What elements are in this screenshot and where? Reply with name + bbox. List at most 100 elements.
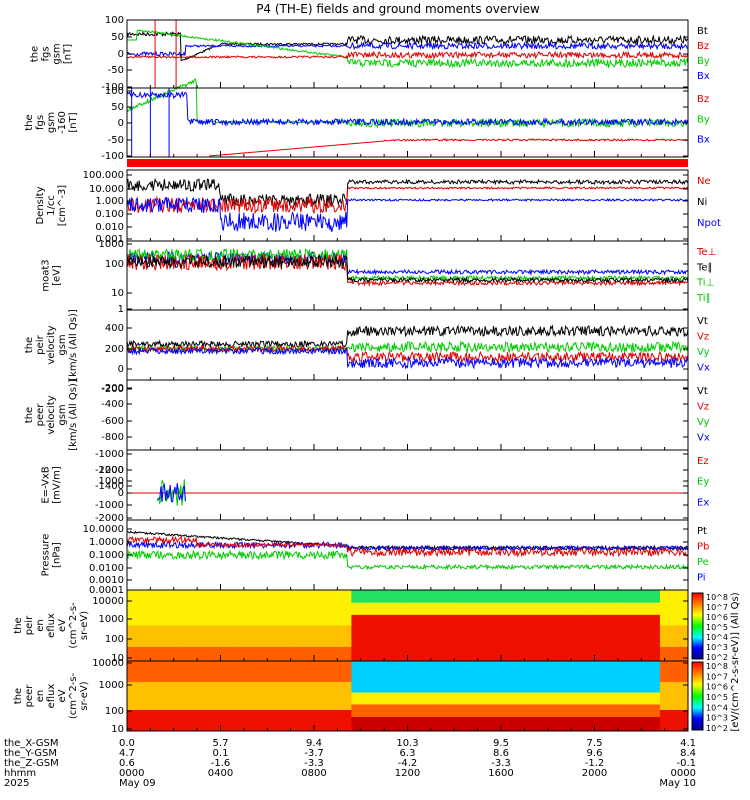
heatmap-cell xyxy=(463,590,472,603)
heatmap-cell xyxy=(456,590,465,603)
heatmap-cell xyxy=(190,625,198,647)
heatmap-cell xyxy=(386,704,394,717)
heatmap-cell xyxy=(323,625,331,647)
heatmap-cell xyxy=(617,692,626,705)
heatmap-cell xyxy=(645,717,654,731)
heatmap-cell xyxy=(148,590,156,626)
heatmap-cell xyxy=(386,590,394,603)
ni-line xyxy=(126,177,689,208)
heatmap-cell xyxy=(379,590,387,603)
y-axis-label: moat3 xyxy=(41,259,52,291)
heatmap-cell xyxy=(582,717,591,731)
heatmap-cell xyxy=(442,661,451,693)
heatmap-cell xyxy=(267,710,275,731)
heatmap-cell xyxy=(127,661,135,682)
heatmap-cell xyxy=(281,625,289,647)
heatmap-cell xyxy=(582,590,591,603)
heatmap-cell xyxy=(316,710,324,731)
heatmap-cell xyxy=(260,710,268,731)
heatmap-cell xyxy=(134,590,142,626)
y-axis-label: en xyxy=(35,690,46,703)
heatmap-cell xyxy=(330,710,338,731)
heatmap-cell xyxy=(414,661,423,693)
heatmap-cell xyxy=(421,692,430,705)
heatmap-cell xyxy=(505,661,514,693)
y-tick-label: 1.0000 xyxy=(89,537,124,548)
y-tick-label: 100 xyxy=(105,86,124,97)
heatmap-cell xyxy=(225,590,233,626)
heatmap-cell xyxy=(652,717,661,731)
series-group xyxy=(126,247,689,287)
heatmap-cell xyxy=(309,646,317,661)
heatmap-cell xyxy=(344,625,352,647)
heatmap-cell xyxy=(365,717,373,731)
x-tick-label: 0400 xyxy=(208,768,233,779)
heatmap-cell xyxy=(351,602,359,615)
legend-label: By xyxy=(697,56,710,67)
heatmap-cell xyxy=(386,661,394,693)
heatmap-cell xyxy=(260,590,268,626)
y-tick-label: 0 xyxy=(118,364,124,375)
heatmap-cell xyxy=(673,661,682,682)
heatmap-cell xyxy=(148,710,156,731)
heatmap-cell xyxy=(456,614,465,661)
heatmap-cell xyxy=(519,590,528,603)
heatmap-cell xyxy=(519,602,528,615)
legend-label: Pb xyxy=(697,542,709,553)
heatmap-cell xyxy=(267,625,275,647)
heatmap-cell xyxy=(239,590,247,626)
heatmap-cell xyxy=(596,614,605,661)
heatmap-cell xyxy=(379,717,387,731)
heatmap-cell xyxy=(323,646,331,661)
heatmap-cell xyxy=(407,717,416,731)
heatmap-cell xyxy=(547,602,556,615)
heatmap-cell xyxy=(197,625,205,647)
colorbar-tick-label: 10^3 xyxy=(706,643,728,652)
heatmap-cell xyxy=(365,692,373,705)
heatmap-cell xyxy=(288,590,296,626)
heatmap-cell xyxy=(309,661,317,682)
x-tick-label: 0.0 xyxy=(119,738,135,749)
heatmap-cell xyxy=(162,661,170,682)
heatmap-cell xyxy=(155,625,163,647)
x-tick-label: 6.3 xyxy=(400,748,416,759)
heatmap-cell xyxy=(414,590,423,603)
y-axis-label: en xyxy=(35,619,46,632)
heatmap-cell xyxy=(645,590,654,603)
heatmap-cell xyxy=(141,682,149,710)
heatmap-cell xyxy=(358,704,366,717)
heatmap-cell xyxy=(554,661,563,693)
heatmap-cell xyxy=(533,661,542,693)
colorbar-tick-label: 10^7 xyxy=(706,603,728,612)
heatmap-cell xyxy=(197,590,205,626)
heatmap-cell xyxy=(393,704,401,717)
heatmap-cell xyxy=(631,614,640,661)
heatmap-cell xyxy=(323,661,331,682)
heatmap-cell xyxy=(470,717,479,731)
y-tick-label: 0 xyxy=(118,118,124,129)
heatmap-cell xyxy=(225,682,233,710)
heatmap-cell xyxy=(498,717,507,731)
y-tick-label: -50 xyxy=(108,65,124,76)
legend-label: Pe xyxy=(697,557,709,568)
heatmap-cell xyxy=(624,704,633,717)
heatmap-cell xyxy=(526,590,535,603)
heatmap-cell xyxy=(351,704,359,717)
te-par-line xyxy=(126,254,689,284)
y-tick-label: 100 xyxy=(105,634,124,645)
heatmap-cell xyxy=(470,704,479,717)
heatmap-cell xyxy=(624,717,633,731)
heatmap-cell xyxy=(652,614,661,661)
y-axis-label: the xyxy=(24,407,35,423)
heatmap-cell xyxy=(526,661,535,693)
heatmap-cell xyxy=(330,590,338,626)
heatmap-cell xyxy=(645,692,654,705)
heatmap-cell xyxy=(568,614,577,661)
bz-line xyxy=(126,50,689,60)
heatmap-cell xyxy=(505,717,514,731)
heatmap-cell xyxy=(316,682,324,710)
heatmap-cell xyxy=(610,692,619,705)
heatmap-cell xyxy=(400,717,408,731)
heatmap-cell xyxy=(519,717,528,731)
heatmap-cell xyxy=(351,590,359,603)
